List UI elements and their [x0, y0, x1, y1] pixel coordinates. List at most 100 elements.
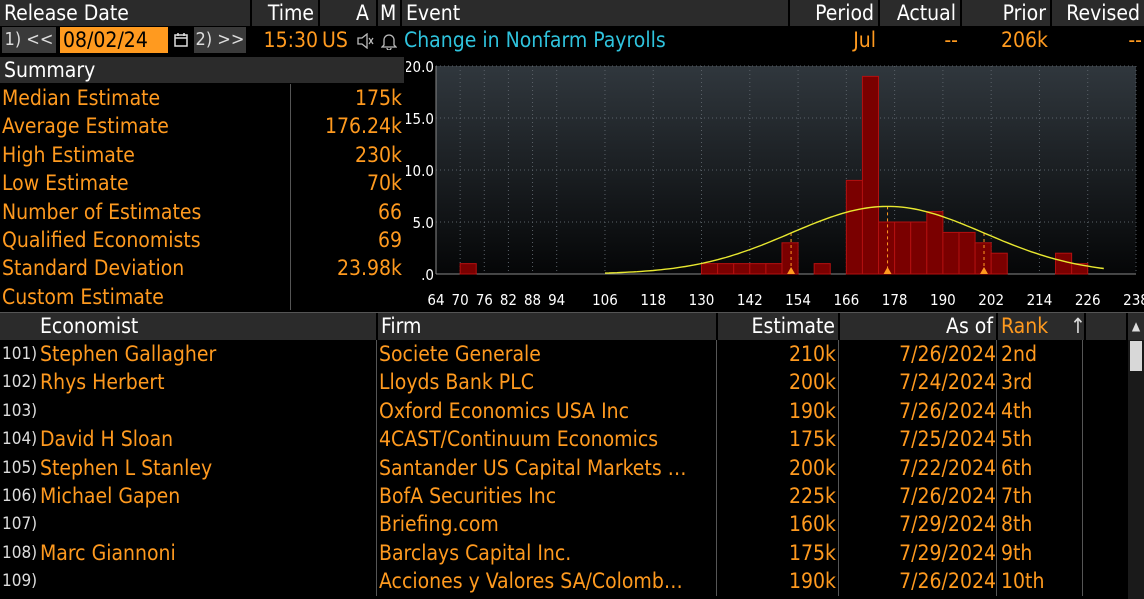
x-tick-label: 88	[524, 291, 541, 309]
col-separator	[838, 340, 839, 596]
normal-distribution-curve	[604, 205, 1104, 274]
col-header-rank[interactable]: Rank ↑	[998, 313, 1084, 340]
col-separator	[1082, 340, 1083, 596]
row-index: 108)	[2, 542, 38, 563]
as-of-date: 7/26/2024	[899, 398, 996, 423]
histogram-bar	[749, 263, 767, 275]
event-name-link[interactable]: Change in Nonfarm Payrolls	[404, 28, 666, 52]
previous-date-button[interactable]: 1) <<	[2, 27, 56, 53]
as-of-date: 7/29/2024	[899, 512, 996, 537]
estimate-value: 225k	[789, 484, 836, 508]
economist-name[interactable]	[40, 567, 374, 595]
as-of-date: 7/24/2024	[899, 370, 996, 395]
next-date-button[interactable]: 2) >>	[194, 27, 246, 53]
table-top-border	[0, 312, 1144, 313]
row-index: 106)	[2, 486, 38, 506]
rank-label: Rank	[1001, 314, 1049, 338]
economist-name[interactable]	[40, 397, 374, 425]
col-header-economist[interactable]: Economist	[0, 313, 376, 340]
rank-value: 10th	[1001, 569, 1045, 594]
economist-name[interactable]: Stephen L Stanley	[40, 455, 213, 480]
firm-name[interactable]: Santander US Capital Markets …	[379, 455, 687, 480]
x-tick-label: 154	[785, 291, 811, 309]
scroll-up-arrow-icon[interactable]: ▲	[1128, 313, 1144, 340]
rank-value: 5th	[1001, 427, 1033, 452]
firm-name[interactable]: Lloyds Bank PLC	[379, 370, 534, 395]
summary-label: Low Estimate	[2, 171, 129, 196]
speaker-icon[interactable]	[354, 27, 376, 53]
firm-name[interactable]: Societe Generale	[379, 342, 541, 366]
col-header-a[interactable]: A	[320, 0, 376, 26]
estimate-value: 190k	[789, 569, 836, 594]
estimate-value: 210k	[789, 342, 836, 366]
summary-title: Summary	[0, 57, 404, 83]
estimate-value: 190k	[789, 398, 836, 423]
summary-value: 176.24k	[324, 114, 402, 139]
firm-name[interactable]: 4CAST/Continuum Economics	[379, 427, 659, 452]
rank-value: 3rd	[1001, 370, 1033, 395]
row-index: 109)	[2, 571, 38, 592]
firm-name[interactable]: Oxford Economics USA Inc	[379, 398, 630, 423]
firm-name[interactable]: Acciones y Valores SA/Colomb…	[379, 569, 683, 594]
alert-bell-icon[interactable]	[378, 27, 400, 53]
vertical-scrollbar[interactable]: ▲	[1128, 313, 1144, 599]
histogram-bar	[894, 221, 912, 275]
histogram-bar	[459, 263, 477, 275]
col-header-prior[interactable]: Prior	[962, 0, 1050, 26]
histogram-bar	[958, 231, 976, 275]
row-index: 101)	[2, 344, 38, 364]
as-of-date: 7/25/2024	[899, 427, 996, 452]
summary-value	[292, 283, 404, 311]
summary-value: 69	[377, 228, 402, 252]
x-tick-label: 190	[930, 291, 956, 309]
col-header-firm[interactable]: Firm	[378, 313, 716, 340]
histogram-bar	[990, 252, 1008, 275]
firm-name[interactable]: Barclays Capital Inc.	[379, 540, 572, 565]
economist-name[interactable]	[40, 510, 374, 538]
y-tick-label: 5.0	[413, 214, 434, 232]
estimate-value: 160k	[789, 512, 836, 537]
rank-value: 2nd	[1001, 342, 1037, 366]
x-tick-label: 166	[833, 291, 859, 309]
firm-name[interactable]: Briefing.com	[379, 512, 499, 537]
rank-value: 8th	[1001, 512, 1033, 537]
col-header-revised[interactable]: Revised	[1052, 0, 1144, 26]
summary-label: Qualified Economists	[2, 228, 201, 252]
economist-name[interactable]: Michael Gapen	[40, 484, 181, 508]
histogram-bar	[942, 231, 960, 275]
economist-name[interactable]: Marc Giannoni	[40, 540, 176, 565]
col-header-event[interactable]: Event	[402, 0, 788, 26]
summary-label: Number of Estimates	[2, 199, 202, 224]
col-header-time[interactable]: Time	[252, 0, 318, 26]
col-header-release-date[interactable]: Release Date	[0, 0, 250, 26]
as-of-date: 7/29/2024	[899, 540, 996, 565]
row-index: 103)	[2, 400, 38, 421]
col-header-as-of[interactable]: As of	[840, 313, 996, 340]
economist-name[interactable]: David H Sloan	[40, 427, 174, 452]
col-header-m[interactable]: M	[378, 0, 400, 26]
summary-label: High Estimate	[2, 142, 135, 167]
x-tick-label: 64	[427, 291, 444, 309]
release-date-input[interactable]: 08/02/24	[60, 27, 168, 53]
histogram-bar	[717, 263, 735, 275]
col-header-estimate[interactable]: Estimate	[718, 313, 838, 340]
row-index: 102)	[2, 372, 38, 393]
firm-name[interactable]: BofA Securities Inc	[379, 484, 557, 508]
calendar-icon[interactable]	[170, 27, 192, 53]
economist-name[interactable]: Rhys Herbert	[40, 370, 165, 395]
histogram-bar	[701, 263, 719, 275]
event-revised: --	[1128, 28, 1142, 52]
event-country: US	[322, 28, 348, 52]
summary-label: Custom Estimate	[2, 284, 164, 309]
as-of-date: 7/26/2024	[899, 569, 996, 594]
col-header-actual[interactable]: Actual	[880, 0, 960, 26]
row-index: 107)	[2, 514, 38, 535]
scrollbar-thumb[interactable]	[1130, 341, 1142, 371]
event-period: Jul	[853, 28, 876, 52]
x-tick-label: 142	[737, 291, 763, 309]
row-index: 105)	[2, 457, 38, 478]
estimate-value: 200k	[789, 370, 836, 395]
col-header-period[interactable]: Period	[790, 0, 878, 26]
estimate-distribution-chart: 20.0 15.0 10.0 5.0 .0 64 70 76 82 88 94 106 118 130 1…	[406, 57, 1144, 311]
economist-name[interactable]: Stephen Gallagher	[40, 342, 217, 366]
